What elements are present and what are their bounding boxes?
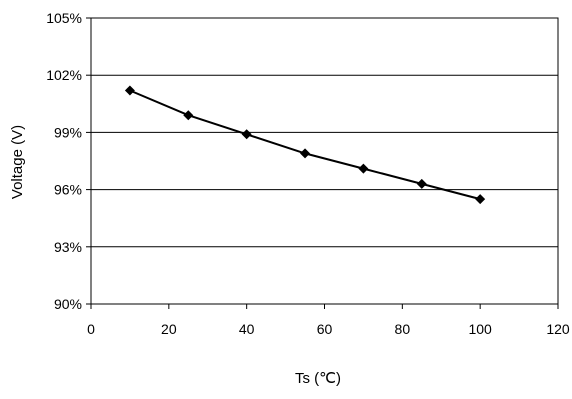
data-point-marker [241,129,252,140]
x-tick-label: 80 [395,321,411,337]
data-point-marker [124,85,135,96]
data-point-marker [475,194,486,205]
y-tick-label: 105% [46,10,82,26]
data-point-marker [300,148,311,159]
y-tick-label: 90% [54,296,82,312]
series-line [129,89,481,201]
y-tick-label: 93% [54,239,82,255]
x-tick-label: 40 [239,321,255,337]
y-axis-title: Voltage (V) [9,125,26,199]
x-tick-label: 0 [87,321,95,337]
plot-area [90,17,559,305]
y-tick-label: 99% [54,124,82,140]
x-tick-label: 60 [317,321,333,337]
x-axis-title: Ts (℃) [295,370,341,387]
data-point-marker [358,163,369,174]
y-tick-label: 96% [54,182,82,198]
y-tick-label: 102% [46,67,82,83]
series-layer [124,85,486,205]
x-tick-label: 120 [546,321,570,337]
tick-layer: 90% 93% 96% 99% 102% 105% 0 20 40 60 80 100 120 [46,10,570,337]
x-tick-label: 100 [468,321,492,337]
data-point-marker [183,110,194,121]
data-point-marker [416,178,427,189]
grid-layer [91,17,558,305]
x-tick-label: 20 [161,321,177,337]
